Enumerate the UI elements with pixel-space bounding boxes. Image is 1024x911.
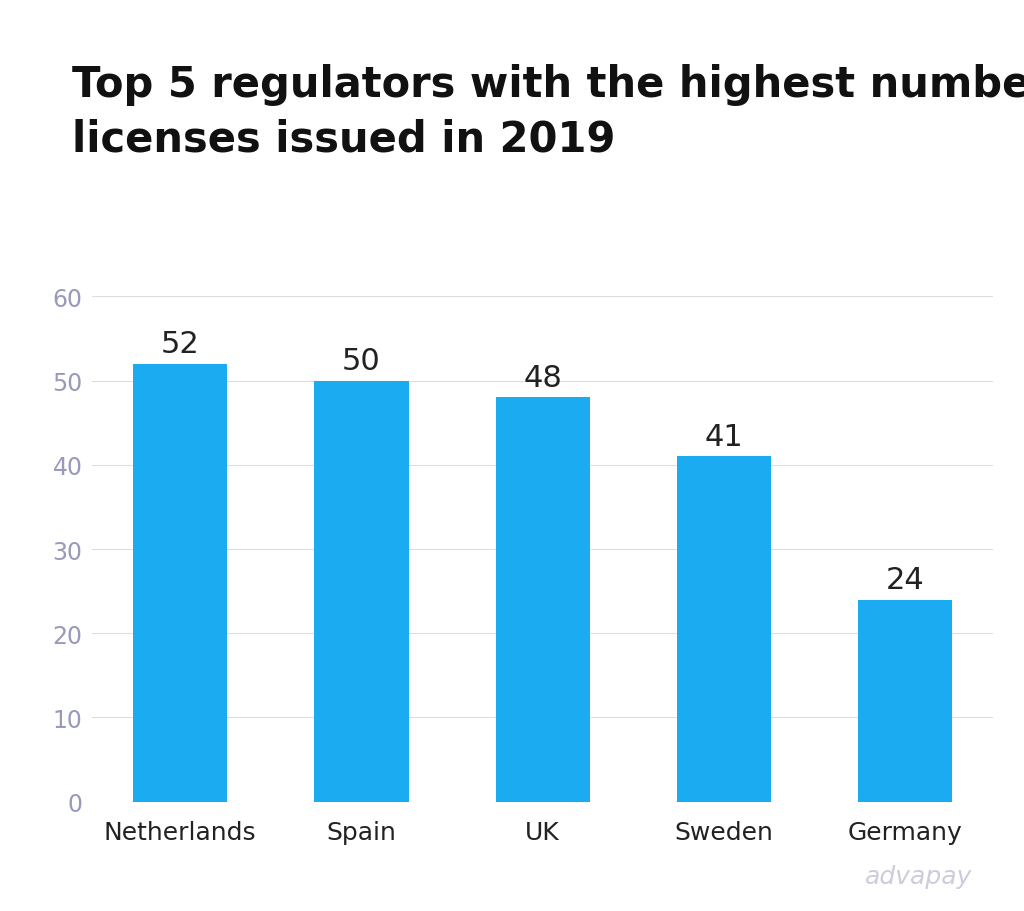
Bar [133,364,227,802]
Bar [496,398,590,802]
Text: Top 5 regulators with the highest number of PI: Top 5 regulators with the highest number… [72,64,1024,106]
Text: advapay: advapay [865,865,973,888]
Text: 52: 52 [161,330,200,359]
Text: 50: 50 [342,346,381,375]
Text: licenses issued in 2019: licenses issued in 2019 [72,118,615,160]
Bar [858,599,952,802]
Text: 41: 41 [705,422,743,451]
Bar [677,457,771,802]
Text: 48: 48 [523,363,562,392]
Text: 24: 24 [886,565,925,594]
Bar [314,381,409,802]
